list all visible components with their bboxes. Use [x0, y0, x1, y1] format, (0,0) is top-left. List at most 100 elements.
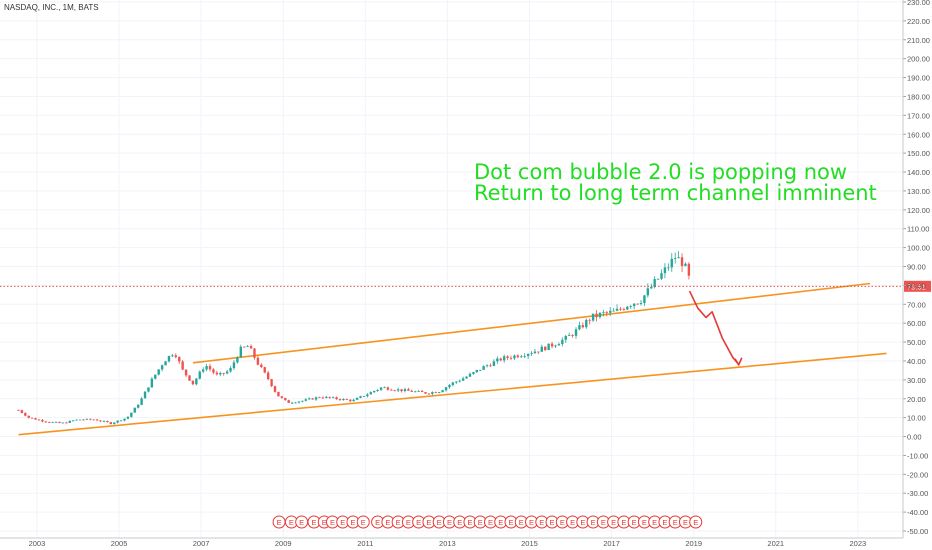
- candle-body: [174, 355, 178, 358]
- candle: [410, 389, 414, 392]
- candle-body: [513, 355, 516, 359]
- candle: [85, 418, 89, 421]
- candle-body: [321, 397, 325, 399]
- candle: [191, 380, 195, 386]
- candle: [48, 421, 51, 423]
- candle: [201, 367, 205, 374]
- candle: [684, 262, 687, 267]
- candle-body: [591, 313, 595, 321]
- candle-body: [670, 258, 673, 268]
- candle-body: [150, 378, 154, 388]
- candle-body: [219, 373, 222, 375]
- candle: [629, 304, 632, 310]
- candle: [485, 364, 489, 368]
- candle: [236, 356, 239, 364]
- candle: [195, 377, 198, 386]
- candle-body: [58, 421, 61, 424]
- y-tick-label: 230.00: [907, 0, 930, 7]
- candle-body: [598, 312, 602, 318]
- candle-body: [95, 419, 99, 421]
- event-marker: E: [689, 515, 703, 529]
- candle: [54, 421, 58, 423]
- event-label: E: [478, 518, 483, 527]
- y-tick-label: 90.00: [907, 263, 926, 272]
- event-label: E: [457, 518, 462, 527]
- candle: [82, 418, 85, 421]
- candle-body: [420, 390, 424, 393]
- candle: [660, 269, 663, 280]
- candle: [37, 419, 41, 421]
- candle: [417, 389, 420, 392]
- candle-body: [431, 392, 434, 394]
- x-tick-label: 2013: [439, 539, 456, 548]
- y-tick-label: 10.00: [907, 414, 926, 423]
- candle-body: [667, 267, 670, 269]
- candle: [598, 311, 602, 319]
- candle-body: [284, 397, 287, 401]
- candle: [249, 344, 253, 349]
- candle-body: [376, 389, 379, 391]
- candle: [557, 342, 561, 346]
- event-label: E: [529, 518, 534, 527]
- candle: [297, 401, 301, 404]
- candle: [492, 359, 496, 367]
- candle-body: [34, 418, 37, 420]
- candle-body: [516, 355, 520, 358]
- candle-body: [30, 417, 34, 419]
- event-label: E: [426, 518, 431, 527]
- candle: [143, 391, 147, 399]
- candle: [451, 381, 455, 387]
- x-tick-label: 2005: [111, 539, 128, 548]
- candle-body: [335, 397, 338, 400]
- candle: [407, 387, 410, 391]
- candle-body: [243, 346, 246, 348]
- candle-body: [130, 412, 133, 417]
- event-marker: E: [325, 515, 339, 529]
- candle: [102, 420, 106, 423]
- candle: [502, 354, 506, 363]
- candle: [147, 387, 150, 393]
- y-tick-label: 200.00: [907, 55, 930, 64]
- candle-body: [71, 420, 75, 422]
- candle: [232, 359, 236, 370]
- candle-body: [660, 273, 663, 279]
- y-tick-label: 190.00: [907, 74, 930, 83]
- candle: [465, 375, 468, 379]
- candle-body: [147, 387, 150, 392]
- candle-body: [369, 392, 372, 395]
- candle: [51, 421, 54, 423]
- y-tick-label: 220.00: [907, 17, 930, 26]
- candle: [489, 363, 492, 368]
- candle: [277, 391, 280, 397]
- candle: [561, 337, 564, 347]
- candle-body: [684, 263, 687, 267]
- candle: [366, 392, 369, 398]
- x-tick-label: 2009: [275, 539, 292, 548]
- candle-body: [140, 398, 143, 405]
- candle: [414, 390, 417, 393]
- y-tick-label: 30.00: [907, 376, 926, 385]
- candle-body: [656, 278, 660, 280]
- candle: [263, 366, 266, 374]
- candle-body: [677, 257, 680, 259]
- candle: [448, 384, 451, 389]
- candle-body: [191, 380, 195, 385]
- event-label: E: [673, 518, 678, 527]
- candle-body: [331, 397, 335, 399]
- candle: [260, 363, 263, 369]
- candle-body: [585, 319, 588, 328]
- event-marker: E: [346, 515, 360, 529]
- candle: [458, 379, 461, 383]
- candle-body: [650, 287, 653, 289]
- event-label: E: [509, 518, 514, 527]
- event-marker: E: [272, 515, 286, 529]
- candle-body: [465, 376, 468, 379]
- candle-body: [263, 367, 266, 373]
- candle-body: [164, 361, 167, 366]
- candle: [325, 395, 328, 399]
- candle-body: [663, 267, 667, 274]
- candle: [321, 396, 325, 399]
- candle: [479, 369, 482, 372]
- candle: [181, 359, 184, 371]
